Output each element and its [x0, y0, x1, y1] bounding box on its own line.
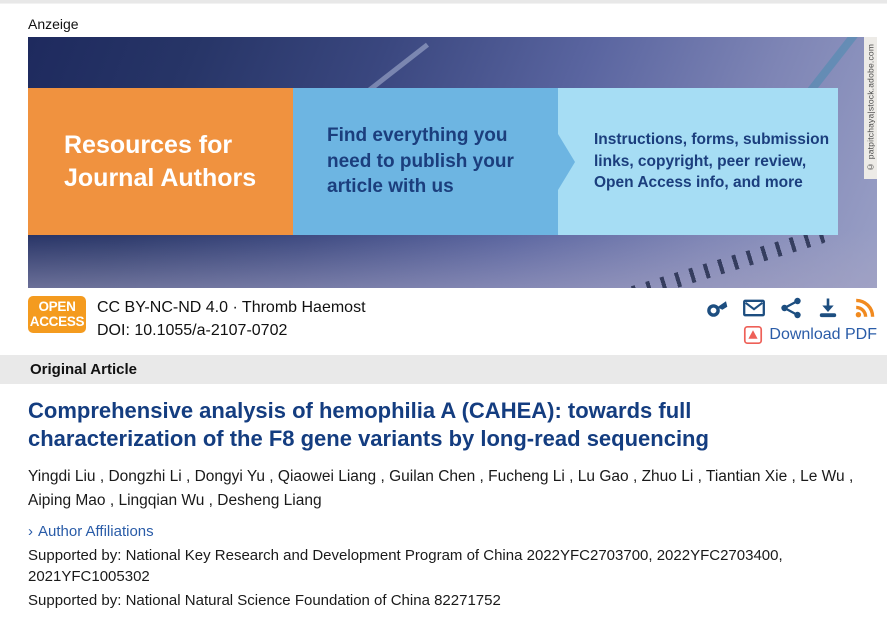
author-name: Dongzhi Li [108, 467, 182, 485]
banner-orange-text: Resources for Journal Authors [64, 131, 257, 192]
article-category-bar: Original Article [0, 355, 887, 384]
banner-orange-panel: Resources for Journal Authors [28, 88, 293, 235]
desk-photo-background [28, 37, 877, 288]
chevron-right-shape [558, 133, 575, 190]
article-title: Comprehensive analysis of hemophilia A (… [28, 398, 709, 451]
key-icon[interactable] [705, 296, 729, 320]
journal-authors-ad-banner[interactable]: Resources for Journal Authors Find every… [28, 37, 877, 288]
author-name: Lingqian Wu [118, 491, 205, 509]
download-pdf-label: Download PDF [769, 326, 877, 343]
article-actions: Download PDF [705, 296, 877, 345]
author-list: Yingdi Liu , Dongzhi Li , Dongyi Yu , Qi… [28, 467, 854, 509]
author-name: Zhuo Li [641, 467, 694, 485]
article-category: Original Article [30, 361, 137, 378]
author-name: Lu Gao [577, 467, 629, 485]
author-name: Dongyi Yu [194, 467, 265, 485]
author-name: Yingdi Liu [28, 467, 96, 485]
banner-light-text: Instructions, forms, submission links, c… [594, 130, 830, 192]
author-affiliations-link[interactable]: › Author Affiliations [28, 523, 154, 540]
author-affiliations-label: Author Affiliations [38, 522, 154, 540]
article-meta-row: OPEN ACCESS CC BY-NC-ND 4.0 · Thromb Hae… [28, 296, 877, 345]
banner-light-panel: Instructions, forms, submission links, c… [558, 88, 838, 235]
author-name: Aiping Mao [28, 491, 106, 509]
license-line: CC BY-NC-ND 4.0 · Thromb Haemost [97, 299, 366, 316]
supported-by-line-1: Supported by: National Key Research and … [28, 546, 783, 585]
license-doi-text: CC BY-NC-ND 4.0 · Thromb Haemost DOI: 10… [97, 296, 366, 342]
author-name: Guilan Chen [389, 467, 476, 485]
license-block: OPEN ACCESS CC BY-NC-ND 4.0 · Thromb Hae… [28, 296, 366, 342]
email-icon[interactable] [742, 296, 766, 320]
author-name: Qiaowei Liang [277, 467, 377, 485]
doi-line: DOI: 10.1055/a-2107-0702 [97, 322, 288, 340]
ad-label: Anzeige [28, 16, 79, 32]
open-access-badge: OPEN ACCESS [28, 296, 86, 333]
share-icon[interactable] [779, 296, 803, 320]
chevron-right-icon: › [28, 522, 33, 540]
author-name: Le Wu [800, 467, 845, 485]
banner-mid-panel: Find everything you need to publish your… [293, 88, 558, 235]
pdf-icon [743, 325, 763, 345]
supported-by-line-2: Supported by: National Natural Science F… [28, 592, 501, 610]
banner-mid-text: Find everything you need to publish your… [327, 125, 514, 198]
action-icon-row [705, 296, 877, 320]
top-page-divider [0, 0, 887, 4]
download-icon[interactable] [816, 296, 840, 320]
download-pdf-link[interactable]: Download PDF [743, 325, 877, 345]
author-name: Tiantian Xie [705, 467, 788, 485]
rss-icon[interactable] [853, 296, 877, 320]
author-name: Fucheng Li [488, 467, 565, 485]
author-name: Desheng Liang [217, 491, 322, 509]
photo-credit: © patpitchaya|stock.adobe.com [864, 37, 877, 179]
open-access-badge-line2: ACCESS [29, 313, 85, 329]
open-access-badge-line1: OPEN [38, 298, 76, 314]
